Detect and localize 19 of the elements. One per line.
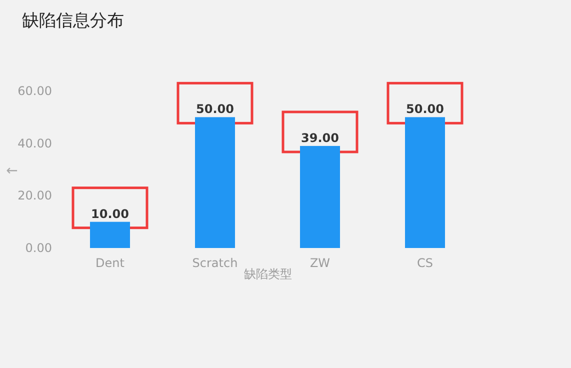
y-tick-label: 40.00 (18, 136, 52, 150)
bar (300, 146, 340, 248)
data-label: 50.00 (196, 102, 234, 116)
y-tick-label: 60.00 (18, 84, 52, 98)
data-label: 50.00 (406, 102, 444, 116)
data-label: 10.00 (91, 206, 129, 221)
bar (405, 117, 445, 248)
x-tick-label: Dent (96, 256, 125, 270)
y-axis-title: ← (6, 163, 18, 179)
x-tick-label: Scratch (192, 256, 238, 270)
y-tick-label: 0.00 (25, 241, 52, 255)
data-label: 39.00 (301, 130, 339, 145)
bar (90, 222, 130, 248)
y-tick-label: 20.00 (18, 188, 52, 203)
chart-title: 缺陷信息分布 (22, 11, 124, 31)
x-tick-label: CS (417, 256, 433, 270)
x-axis-title: 缺陷类型 (244, 267, 292, 281)
x-tick-label: ZW (310, 256, 330, 270)
bar (195, 117, 235, 248)
